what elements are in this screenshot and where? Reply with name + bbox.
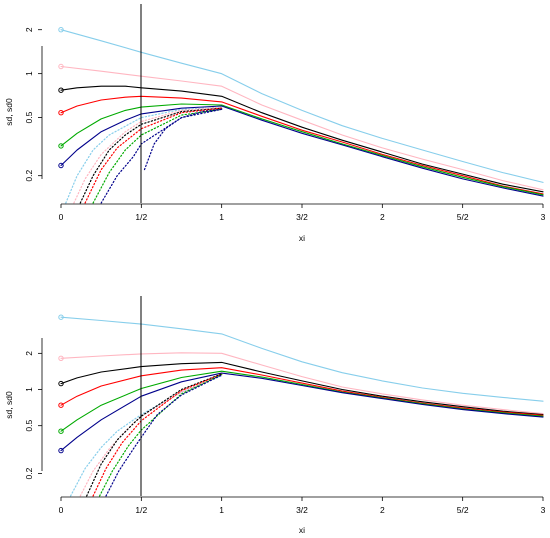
top-x-tick-label: 3/2 bbox=[296, 212, 308, 222]
bottom-x-ticks: 0 1/2 1 3/2 2 5/2 3 bbox=[59, 497, 546, 515]
bottom-series-4-start-marker bbox=[58, 428, 64, 434]
bottom-series-5-solid-line bbox=[60, 372, 544, 452]
top-x-tick-label: 5/2 bbox=[457, 212, 469, 222]
bottom-x-tick-label: 3 bbox=[541, 505, 546, 515]
bottom-y-axis: 0.2 0.5 1 2 bbox=[24, 338, 43, 479]
bottom-series-10-dotted-line bbox=[98, 374, 223, 497]
top-x-tick-label: 0 bbox=[59, 212, 64, 222]
panel-bottom: 0 1/2 1 3/2 2 5/2 3 0.2 0.5 1 2 xi sd, sd0 bbox=[4, 296, 546, 535]
bottom-series-2-start-marker bbox=[58, 380, 64, 387]
top-x-tick-label: 1/2 bbox=[135, 212, 147, 222]
bottom-x-tick-label: 5/2 bbox=[457, 505, 469, 515]
top-series-12-dotted-line bbox=[143, 108, 223, 171]
top-x-tick-label: 3 bbox=[541, 212, 546, 222]
top-y-tick-label: 0.5 bbox=[24, 111, 34, 123]
top-y-tick-label: 0.2 bbox=[24, 170, 34, 182]
top-series-1-start-marker bbox=[58, 63, 64, 70]
bottom-series-3-solid-line bbox=[60, 367, 544, 416]
top-y-axis-title: sd, sd0 bbox=[4, 98, 14, 126]
bottom-series-8-dotted-line bbox=[86, 373, 223, 497]
bottom-x-axis: 0 1/2 1 3/2 2 5/2 3 bbox=[59, 496, 546, 515]
top-y-tick-label: 2 bbox=[24, 27, 34, 32]
top-y-ticks: 0.2 0.5 1 2 bbox=[24, 27, 42, 182]
top-x-tick-label: 2 bbox=[380, 212, 385, 222]
bottom-series-4-solid-line bbox=[60, 370, 544, 432]
top-x-ticks: 0 1/2 1 3/2 2 5/2 3 bbox=[59, 204, 546, 222]
top-series-4-solid-line bbox=[60, 103, 544, 196]
top-series-3-start-marker bbox=[58, 110, 64, 116]
bottom-y-tick-label: 0.2 bbox=[24, 467, 34, 479]
bottom-y-tick-label: 1 bbox=[24, 387, 34, 392]
top-series-5-start-marker bbox=[58, 162, 64, 169]
top-series-group bbox=[58, 27, 544, 204]
bottom-x-tick-label: 1 bbox=[219, 505, 224, 515]
top-y-axis: 0.2 0.5 1 2 bbox=[24, 27, 43, 182]
bottom-series-1-start-marker bbox=[58, 355, 64, 361]
top-series-5-solid-line bbox=[60, 105, 544, 197]
top-y-tick-label: 1 bbox=[24, 71, 34, 76]
top-series-3-solid-line bbox=[60, 95, 544, 195]
top-series-6-dotted-line bbox=[65, 106, 223, 204]
top-series-4-start-marker bbox=[58, 143, 64, 149]
bottom-series-6-dotted-line bbox=[69, 375, 223, 497]
panel-top: 0 1/2 1 3/2 2 5/2 3 0.2 0.5 1 2 xi sd, sd0 bbox=[4, 4, 546, 243]
top-x-tick-label: 1 bbox=[219, 212, 224, 222]
bottom-series-5-start-marker bbox=[58, 447, 64, 454]
top-series-9-dotted-line bbox=[84, 107, 223, 204]
top-series-8-dotted-line bbox=[79, 107, 223, 204]
bottom-y-tick-label: 0.5 bbox=[24, 420, 34, 432]
top-series-7-dotted-line bbox=[73, 106, 223, 204]
bottom-series-0-start-marker bbox=[58, 314, 64, 320]
bottom-x-tick-label: 3/2 bbox=[296, 505, 308, 515]
bottom-y-tick-label: 2 bbox=[24, 351, 34, 356]
bottom-x-tick-label: 2 bbox=[380, 505, 385, 515]
bottom-series-group bbox=[58, 314, 544, 497]
bottom-x-tick-label: 0 bbox=[59, 505, 64, 515]
bottom-series-2-solid-line bbox=[60, 361, 544, 416]
bottom-series-9-dotted-line bbox=[92, 373, 223, 497]
bottom-y-axis-title: sd, sd0 bbox=[4, 391, 14, 419]
top-series-0-start-marker bbox=[58, 27, 64, 33]
bottom-series-3-start-marker bbox=[58, 402, 64, 408]
bottom-y-ticks: 0.2 0.5 1 2 bbox=[24, 351, 42, 479]
top-series-10-dotted-line bbox=[92, 108, 223, 204]
bottom-x-axis-title: xi bbox=[299, 525, 305, 535]
bottom-x-tick-label: 1/2 bbox=[135, 505, 147, 515]
top-series-2-solid-line bbox=[60, 85, 544, 193]
top-x-axis-title: xi bbox=[299, 233, 305, 243]
top-x-axis: 0 1/2 1 3/2 2 5/2 3 bbox=[59, 203, 546, 222]
top-series-2-start-marker bbox=[58, 87, 64, 93]
